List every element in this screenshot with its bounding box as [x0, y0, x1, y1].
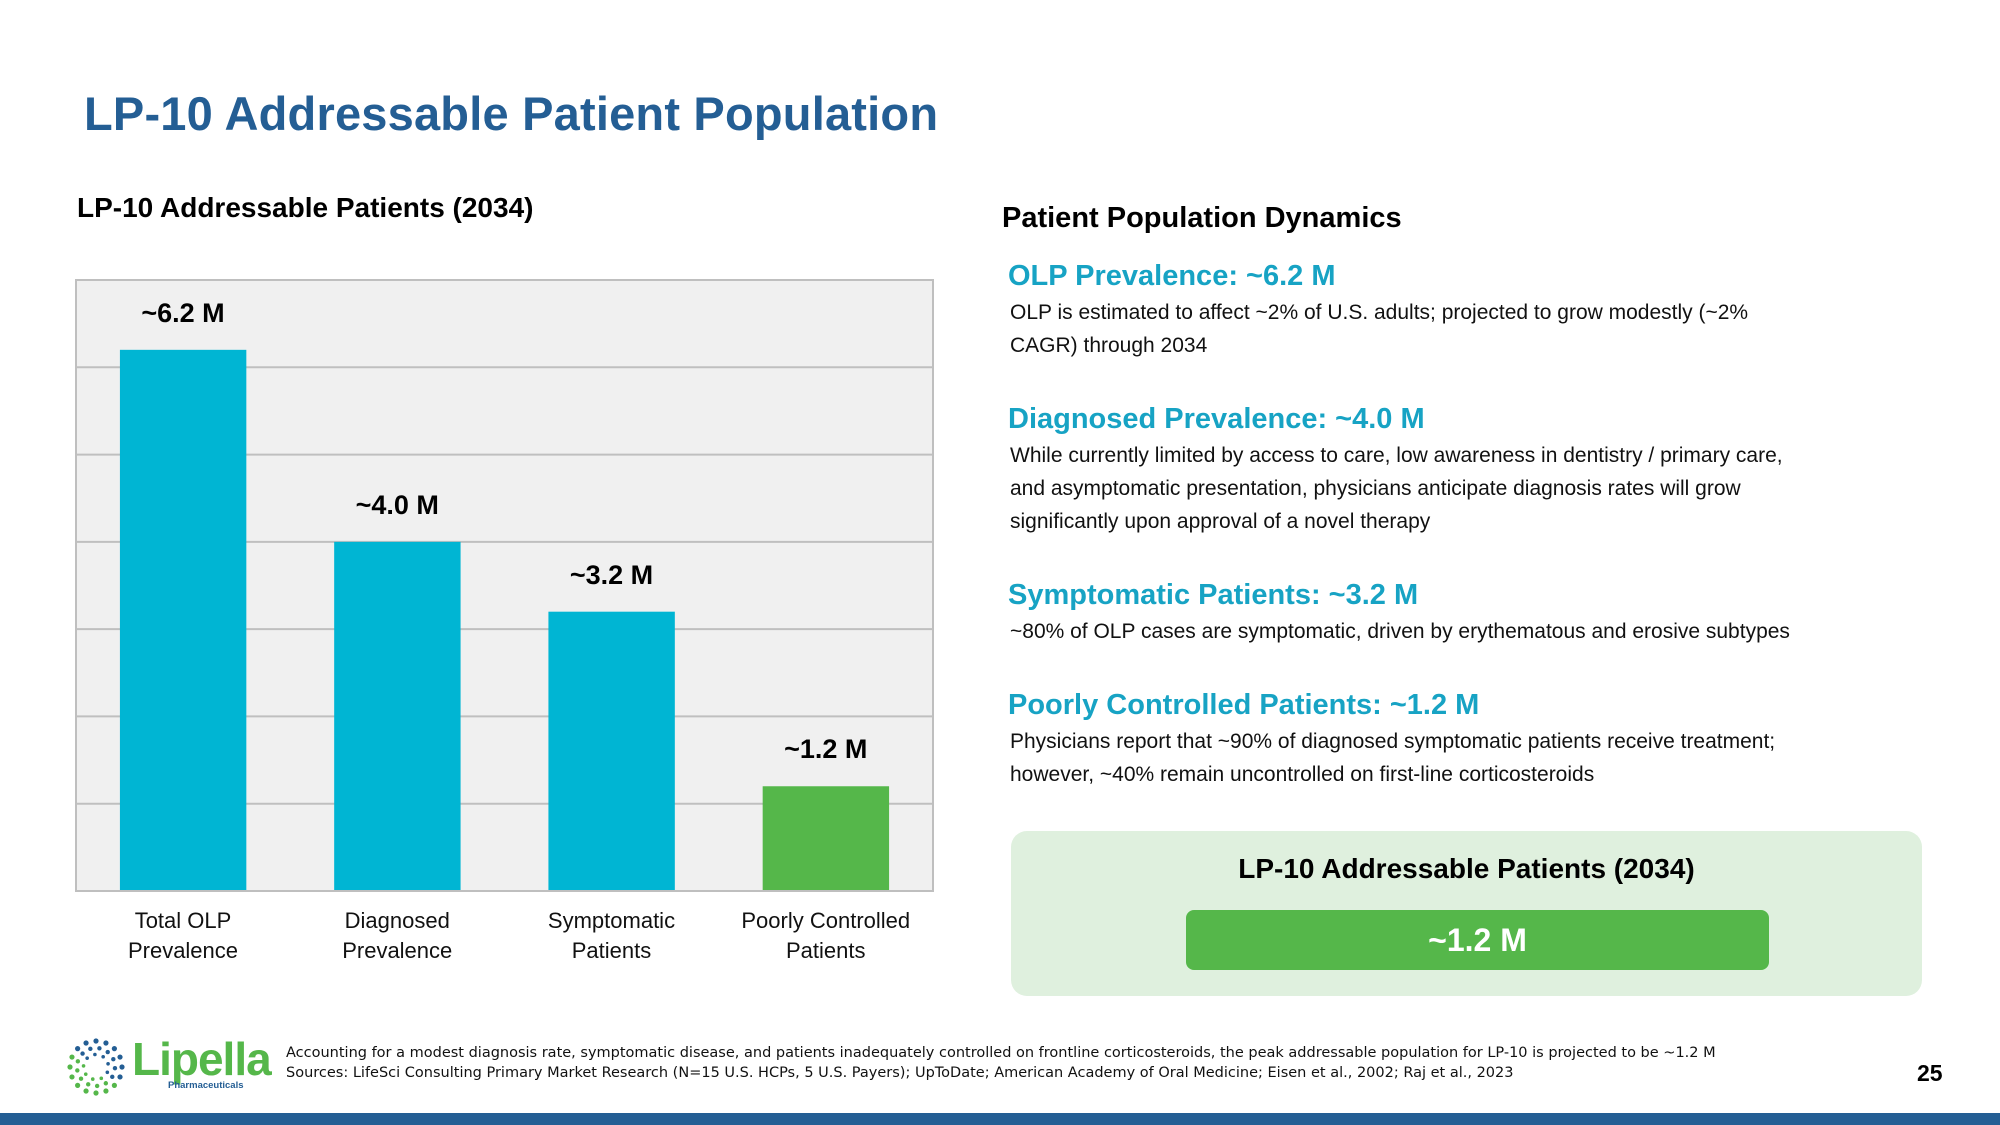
logo-dot — [103, 1088, 109, 1094]
body-line: CAGR) through 2034 — [1010, 334, 1208, 357]
logo-dot — [110, 1074, 115, 1080]
logo-dot — [88, 1046, 93, 1052]
logo-dot — [93, 1052, 97, 1057]
category-label: Total OLP Prevalence — [76, 906, 290, 966]
dynamics-section-title: Symptomatic Patients: ~3.2 M — [1008, 579, 1419, 611]
bar-0 — [119, 349, 247, 890]
bar-1 — [334, 541, 461, 890]
dynamics-section-title: Diagnosed Prevalence: ~4.0 M — [1008, 403, 1425, 435]
logo-dot — [106, 1061, 110, 1066]
logo-dot — [93, 1090, 99, 1096]
logo-dot — [83, 1040, 89, 1046]
dynamics-section-title: OLP Prevalence: ~6.2 M — [1008, 260, 1336, 292]
logo-dot — [103, 1081, 109, 1086]
logo-dot — [117, 1074, 123, 1080]
body-line: Physicians report that ~90% of diagnosed… — [1010, 730, 1776, 753]
category-label: Diagnosed Prevalence — [290, 906, 504, 966]
category-label-line: Diagnosed — [344, 908, 450, 933]
dynamics-heading: Patient Population Dynamics — [1002, 202, 1402, 234]
slide-title: LP-10 Addressable Patient Population — [84, 87, 939, 140]
logo-dot — [75, 1046, 81, 1052]
logo-subtitle: Pharmaceuticals — [168, 1080, 244, 1091]
logo-dot — [86, 1082, 91, 1087]
company-logo: Lipella Pharmaceuticals — [66, 1033, 272, 1096]
logo-dot — [80, 1051, 85, 1056]
dynamics-section: Symptomatic Patients: ~3.2 M ~80% of OLP … — [1008, 577, 1928, 648]
logo-dot — [75, 1082, 81, 1088]
logo-wordmark: Lipella — [132, 1033, 272, 1085]
body-line: While currently limited by access to car… — [1010, 444, 1783, 467]
bar-value-label: ~4.0 M — [355, 489, 439, 520]
body-line: significantly upon approval of a novel t… — [1010, 510, 1431, 533]
logo-dot — [78, 1076, 84, 1081]
logo-dot — [112, 1065, 118, 1071]
dynamics-section-body: ~80% of OLP cases are symptomatic, drive… — [1008, 615, 1928, 648]
category-label-line: Poorly Controlled — [741, 908, 911, 933]
category-label-line: Patients — [571, 938, 652, 963]
logo-dot — [117, 1054, 123, 1060]
logo-dot — [97, 1046, 102, 1051]
dynamics-section: Poorly Controlled Patients: ~1.2 M Physic… — [1008, 687, 1928, 791]
body-line: OLP is estimated to affect ~2% of U.S. a… — [1010, 301, 1749, 324]
bar-value-label: ~3.2 M — [569, 559, 654, 590]
logo-dot — [83, 1088, 89, 1094]
logo-dot — [99, 1076, 104, 1081]
category-label: Poorly Controlled Patients — [719, 906, 933, 966]
summary-title: LP-10 Addressable Patients (2034) — [1238, 853, 1695, 884]
logo-dot — [67, 1064, 73, 1070]
category-label-line: Patients — [786, 938, 866, 963]
bar-value-label: ~1.2 M — [784, 734, 868, 765]
bar-3 — [762, 786, 890, 890]
bar-value-label: ~6.2 M — [141, 297, 225, 328]
bar-2 — [548, 611, 675, 890]
dynamics-section: OLP Prevalence: ~6.2 M OLP is estimated t… — [1008, 258, 1928, 362]
logo-dot — [90, 1077, 95, 1081]
logo-dot — [111, 1057, 116, 1062]
logo-dot — [94, 1083, 100, 1089]
dynamics-section-body: OLP is estimated to affect ~2% of U.S. a… — [1008, 296, 1928, 362]
footnote: Accounting for a modest diagnosis rate, … — [286, 1043, 1716, 1083]
logo-dot — [75, 1059, 81, 1064]
logo-dot — [69, 1054, 75, 1060]
logo-dot — [111, 1082, 117, 1088]
logo-dot — [93, 1038, 99, 1044]
summary-value-badge: ~1.2 M — [1186, 910, 1769, 970]
footnote-note: Accounting for a modest diagnosis rate, … — [286, 1045, 1716, 1061]
body-line: and asymptomatic presentation, physician… — [1010, 477, 1741, 500]
page-number: 25 — [1917, 1060, 1943, 1086]
logo-dot — [85, 1056, 89, 1060]
logo-dot — [83, 1072, 88, 1076]
category-label-line: Symptomatic — [547, 908, 676, 933]
footnote-sources: Sources: LifeSci Consulting Primary Mark… — [286, 1065, 1514, 1081]
logo-dot — [103, 1040, 109, 1046]
logo-dot — [75, 1068, 80, 1073]
category-label-line: Total OLP — [134, 908, 232, 933]
logo-dot — [105, 1049, 110, 1055]
summary-card: LP-10 Addressable Patients (2034) ~1.2 M — [1011, 831, 1922, 996]
footer-bar — [0, 1113, 2000, 1125]
category-label-line: Prevalence — [127, 938, 239, 963]
logo-dot — [111, 1046, 117, 1052]
logo-dot — [105, 1070, 110, 1075]
dynamics-section-title: Poorly Controlled Patients: ~1.2 M — [1008, 689, 1480, 721]
logo-dot — [101, 1054, 105, 1059]
dynamics-section-body: While currently limited by access to car… — [1008, 439, 1928, 538]
chart-title: LP-10 Addressable Patients (2034) — [77, 192, 534, 223]
dynamics-section: Diagnosed Prevalence: ~4.0 M While curren… — [1008, 401, 1928, 538]
category-label-line: Prevalence — [342, 938, 453, 963]
dotted-circle-logo-icon — [67, 1038, 125, 1096]
logo-dot — [81, 1064, 86, 1068]
logo-dot — [119, 1064, 125, 1070]
logo-dot — [69, 1074, 75, 1080]
dynamics-section-body: Physicians report that ~90% of diagnosed… — [1008, 725, 1928, 791]
body-line: ~80% of OLP cases are symptomatic, drive… — [1010, 620, 1790, 643]
bars — [119, 349, 890, 890]
category-label: Symptomatic Patients — [505, 906, 719, 966]
body-line: however, ~40% remain uncontrolled on fir… — [1010, 763, 1595, 786]
